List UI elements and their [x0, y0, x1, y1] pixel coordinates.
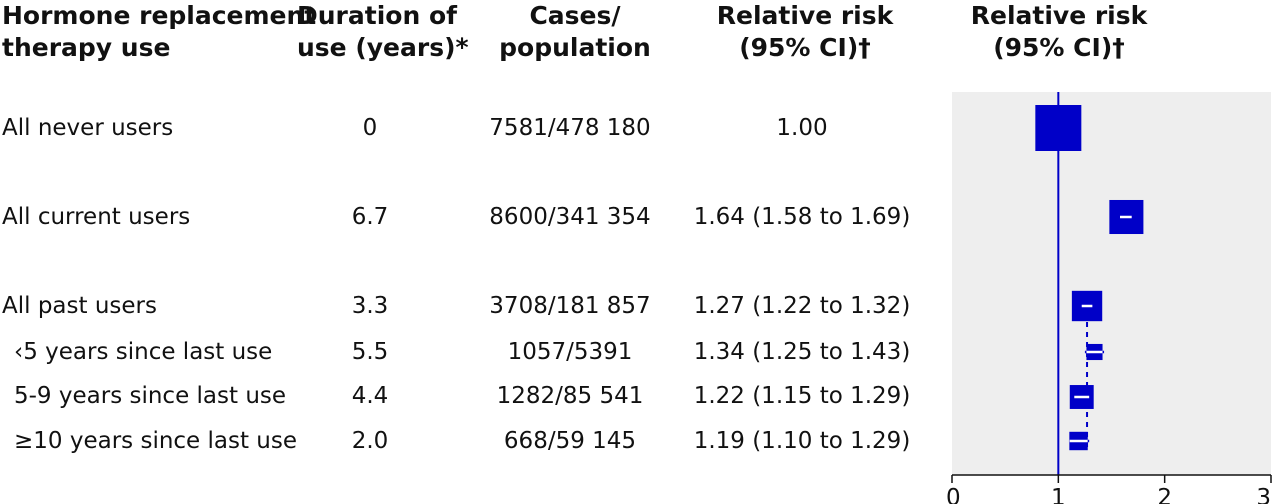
row-label: ‹5 years since last use	[14, 339, 273, 365]
row-relative-risk: 1.34 (1.25 to 1.43)	[693, 339, 911, 365]
row-duration: 3.3	[351, 293, 389, 319]
header-line: Hormone replacement	[2, 1, 317, 30]
row-label: ≥10 years since last use	[14, 428, 298, 454]
row-relative-risk: 1.64 (1.58 to 1.69)	[693, 204, 911, 230]
row-cases: 1057/5391	[507, 339, 633, 365]
row-relative-risk: 1.22 (1.15 to 1.29)	[693, 383, 911, 409]
row-duration: 6.7	[351, 204, 389, 230]
point-marker	[1035, 105, 1082, 151]
row-cases: 1282/85 541	[496, 383, 644, 409]
plot-panel	[952, 92, 1271, 475]
x-tick-label: 1	[1051, 485, 1066, 504]
header-relative-risk: Relative risk (95% CI)†	[700, 0, 910, 64]
header-line: use (years)*	[297, 33, 469, 62]
x-tick-label: 0	[946, 485, 961, 504]
x-tick-label: 3	[1256, 485, 1271, 504]
header-line: Cases/	[529, 1, 621, 30]
row-relative-risk: 1.27 (1.22 to 1.32)	[693, 293, 911, 319]
row-duration: 4.4	[351, 383, 389, 409]
row-duration: 0	[362, 115, 378, 141]
row-relative-risk: 1.00	[776, 115, 828, 141]
row-label: All current users	[2, 204, 191, 230]
row-relative-risk: 1.19 (1.10 to 1.29)	[693, 428, 911, 454]
row-cases: 8600/341 354	[489, 204, 651, 230]
row-cases: 668/59 145	[503, 428, 637, 454]
row-cases: 3708/181 857	[489, 293, 651, 319]
header-cases: Cases/ population	[480, 0, 670, 64]
row-duration: 2.0	[351, 428, 389, 454]
header-therapy-use: Hormone replacement therapy use	[2, 0, 316, 64]
row-cases: 7581/478 180	[489, 115, 651, 141]
row-label: All past users	[2, 293, 157, 319]
row-duration: 5.5	[351, 339, 389, 365]
header-line: Duration of	[297, 1, 457, 30]
header-duration: Duration of use (years)*	[297, 0, 469, 64]
header-line: (95% CI)†	[993, 33, 1125, 62]
header-line: (95% CI)†	[739, 33, 871, 62]
row-label: All never users	[2, 115, 174, 141]
x-tick-label: 2	[1157, 485, 1172, 504]
row-label: 5-9 years since last use	[14, 383, 287, 409]
header-line: Relative risk	[970, 1, 1148, 30]
header-line: therapy use	[2, 33, 171, 62]
header-line: population	[499, 33, 651, 62]
header-line: Relative risk	[716, 1, 894, 30]
header-relative-risk-plot: Relative risk (95% CI)†	[950, 0, 1168, 64]
